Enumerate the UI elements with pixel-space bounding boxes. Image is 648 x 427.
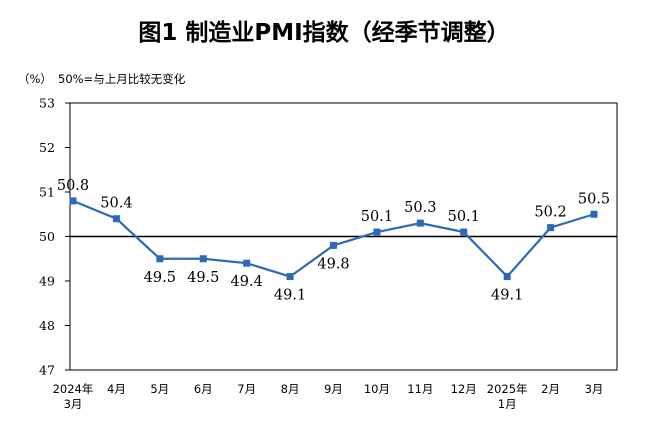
x-tick-label: 3月	[64, 397, 83, 411]
data-label: 50.2	[534, 205, 566, 221]
data-label: 50.3	[404, 200, 436, 216]
data-point	[156, 255, 164, 263]
y-tick-label: 48	[39, 318, 55, 333]
data-point	[243, 259, 251, 267]
data-label: 49.1	[491, 288, 523, 304]
data-label: 50.8	[57, 178, 89, 194]
y-axis: 53 52 51 50 49 48 47	[39, 96, 70, 378]
x-tick-label: 10月	[364, 382, 390, 396]
y-tick-label: 50	[39, 229, 55, 244]
y-tick-label: 51	[39, 185, 55, 200]
x-tick-label: 5月	[150, 382, 169, 396]
data-point	[460, 228, 468, 236]
data-points	[69, 197, 598, 281]
data-point	[547, 224, 555, 232]
x-tick-label: 4月	[107, 382, 126, 396]
x-tick-label: 9月	[324, 382, 343, 396]
y-tick-label: 52	[39, 140, 55, 155]
data-point	[503, 273, 511, 281]
data-label: 50.5	[578, 191, 610, 207]
data-label: 49.5	[144, 270, 176, 286]
y-tick-label: 49	[39, 274, 55, 289]
data-label: 49.4	[231, 274, 263, 290]
data-label: 50.4	[100, 196, 132, 212]
x-tick-label: 2025年	[487, 382, 528, 396]
data-point	[286, 273, 294, 281]
data-point	[69, 197, 77, 205]
unit-label: （%）	[18, 72, 52, 86]
data-point	[590, 210, 598, 218]
data-point	[416, 219, 424, 227]
x-tick-label: 7月	[237, 382, 256, 396]
data-label: 50.1	[361, 209, 393, 225]
data-label: 49.5	[187, 270, 219, 286]
chart-title: 图1 制造业PMI指数（经季节调整）	[138, 19, 509, 46]
x-tick-label: 12月	[451, 382, 477, 396]
chart-note: 50%=与上月比较无变化	[58, 72, 186, 86]
y-tick-label: 53	[39, 96, 55, 111]
data-label: 50.1	[448, 209, 480, 225]
x-tick-label: 3月	[585, 382, 604, 396]
x-tick-label: 11月	[407, 382, 433, 396]
x-tick-label: 1月	[498, 397, 517, 411]
data-labels: 50.8 50.4 49.5 49.5 49.4 49.1 49.8 50.1 50.3 50.1…	[57, 178, 610, 304]
x-tick-label: 6月	[194, 382, 213, 396]
y-tick-label: 47	[39, 363, 55, 378]
x-tick-label: 8月	[281, 382, 300, 396]
data-label: 49.8	[317, 256, 349, 272]
data-point	[199, 255, 207, 263]
data-point	[112, 215, 120, 223]
x-tick-label: 2月	[541, 382, 560, 396]
x-tick-label: 2024年	[53, 382, 94, 396]
data-point	[330, 241, 337, 249]
data-point	[373, 228, 381, 236]
data-label: 49.1	[274, 288, 306, 304]
